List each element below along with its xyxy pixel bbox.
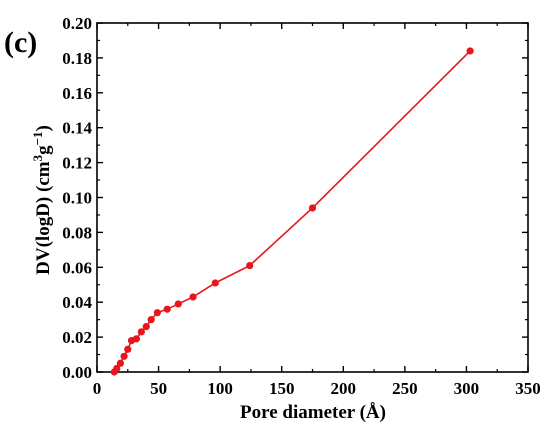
x-tick-label: 150 <box>269 379 295 398</box>
y-axis-title-end: ) <box>33 125 54 131</box>
x-tick-label: 0 <box>93 379 102 398</box>
y-axis-title-sup1: 3 <box>30 154 45 161</box>
y-tick-label: 0.00 <box>62 363 92 382</box>
y-tick-label: 0.04 <box>62 293 92 312</box>
x-tick-label: 50 <box>150 379 167 398</box>
y-axis-title-sup2: −1 <box>30 131 45 145</box>
data-point <box>132 335 141 343</box>
data-point <box>142 323 150 331</box>
y-tick-label: 0.12 <box>62 154 92 173</box>
series-line <box>113 50 471 373</box>
y-tick-label: 0.08 <box>62 223 92 242</box>
y-tick-label: 0.16 <box>62 84 92 103</box>
data-point <box>246 261 254 270</box>
x-axis-title: Pore diameter (Å) <box>240 402 386 423</box>
x-tick-label: 100 <box>207 379 233 398</box>
data-point <box>120 352 128 360</box>
data-point <box>466 47 474 55</box>
x-tick-label: 300 <box>454 379 480 398</box>
x-tick-label: 250 <box>392 379 418 398</box>
y-tick-label: 0.10 <box>62 189 92 208</box>
data-point <box>174 300 182 308</box>
data-point <box>211 279 219 287</box>
y-axis-title-mid: g <box>33 145 54 155</box>
y-tick-label: 0.18 <box>62 49 92 68</box>
y-tick-label: 0.02 <box>62 328 92 347</box>
data-point <box>189 293 197 301</box>
data-point <box>308 204 317 212</box>
data-point <box>124 345 132 353</box>
panel-label: (c) <box>4 26 37 59</box>
data-point <box>153 309 161 317</box>
plot-frame <box>96 22 529 373</box>
y-axis-title-main: DV(logD) (cm <box>33 161 54 275</box>
data-point <box>113 364 121 373</box>
y-tick-label: 0.06 <box>62 258 92 277</box>
y-tick-label: 0.14 <box>62 119 92 138</box>
data-point <box>147 316 155 324</box>
y-axis-title: DV(logD) (cm3g−1) <box>30 125 54 275</box>
y-tick-label: 0.20 <box>62 14 92 33</box>
x-tick-label: 200 <box>331 379 357 398</box>
x-tick-label: 350 <box>515 379 541 398</box>
data-point <box>116 359 124 367</box>
data-point <box>163 305 171 313</box>
data-point <box>137 328 145 336</box>
